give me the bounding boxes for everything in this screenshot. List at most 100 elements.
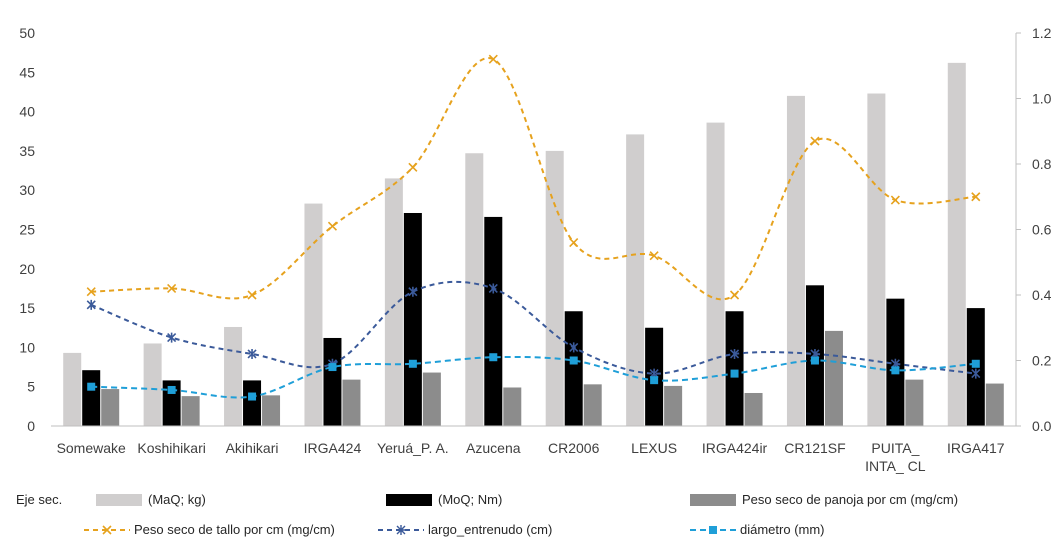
bar-maq-0: [63, 352, 82, 426]
legend: Eje sec. (MaQ; kg) (MoQ; Nm) Peso seco d…: [0, 482, 1054, 548]
y2-tick-label-2: 0.4: [1032, 287, 1052, 303]
y2-tick-label-4: 0.8: [1032, 156, 1052, 172]
y-tick-label-6: 30: [19, 182, 35, 198]
point-tallo-1: [167, 283, 177, 294]
bar-panoja-8: [744, 392, 763, 426]
legend-swatch-panoja: [690, 493, 736, 506]
bar-maq-2: [224, 326, 243, 426]
point-tallo-9: [810, 136, 820, 146]
point-entrenudo-6: [569, 342, 579, 353]
bar-moq-8: [725, 311, 744, 426]
point-diametro-4: [408, 359, 417, 368]
bar-maq-4: [384, 178, 403, 426]
legend-swatch-entrenudo: [378, 524, 424, 535]
bar-maq-7: [626, 134, 645, 427]
legend-label-entrenudo: largo_entrenudo (cm): [428, 522, 553, 537]
bar-maq-5: [465, 153, 484, 426]
bar-maq-11: [947, 62, 966, 426]
bar-moq-6: [564, 311, 583, 426]
point-diametro-0: [87, 382, 96, 391]
y-tick-label-8: 40: [19, 104, 35, 120]
point-diametro-2: [248, 392, 257, 401]
x-tick-label-11: IRGA417: [947, 440, 1005, 456]
legend-label-diametro: diámetro (mm): [740, 522, 825, 537]
point-tallo-2: [247, 290, 257, 300]
point-diametro-8: [730, 369, 739, 378]
point-diametro-1: [167, 385, 176, 394]
y-tick-label-5: 25: [19, 222, 35, 238]
bar-maq-6: [545, 150, 564, 426]
y2-tick-label-5: 1.0: [1032, 91, 1052, 107]
point-entrenudo-0: [86, 299, 96, 310]
point-tallo-0: [86, 287, 96, 297]
y-tick-label-10: 50: [19, 25, 35, 41]
point-entrenudo-2: [247, 348, 257, 359]
point-tallo-4: [408, 162, 418, 172]
bar-moq-5: [484, 216, 503, 426]
bar-maq-8: [706, 122, 725, 426]
legend-item-tallo: Peso seco de tallo por cm (mg/cm): [84, 522, 335, 537]
x-tick-label-5: Azucena: [466, 440, 521, 456]
y-tick-label-9: 45: [19, 64, 35, 80]
line-diametro: [91, 355, 976, 399]
y2-tick-label-0: 0.0: [1032, 418, 1052, 434]
point-entrenudo-4: [408, 286, 418, 297]
legend-item-moq: (MoQ; Nm): [386, 492, 502, 507]
legend-label-tallo: Peso seco de tallo por cm (mg/cm): [134, 522, 335, 537]
bar-moq-3: [323, 337, 342, 426]
point-tallo-3: [327, 221, 338, 231]
x-tick-label-4: Yeruá_P. A.: [377, 440, 449, 456]
legend-swatch-maq: [96, 493, 142, 506]
x-tick-label-10: PUITA_ INTA_ CL: [865, 440, 926, 474]
x-tick-label-3: IRGA424: [304, 440, 362, 456]
legend-swatch-tallo: [84, 524, 130, 535]
y-tick-label-0: 0: [27, 418, 35, 434]
bar-panoja-5: [503, 387, 522, 426]
point-entrenudo-1: [167, 332, 177, 343]
point-tallo-7: [649, 251, 659, 261]
line-entrenudo: [90, 280, 976, 375]
point-tallo-8: [729, 290, 740, 300]
point-tallo-6: [569, 238, 579, 248]
y-tick-label-4: 20: [19, 261, 35, 277]
y-tick-label-1: 5: [27, 379, 35, 395]
bar-panoja-2: [262, 395, 281, 426]
bar-moq-4: [403, 212, 422, 426]
x-tick-label-8: IRGA424ir: [702, 440, 768, 456]
legend-swatch-moq: [386, 493, 432, 506]
y-tick-label-3: 15: [19, 300, 35, 316]
x-tick-label-1: Koshihikari: [137, 440, 205, 456]
point-diametro-11: [971, 359, 980, 368]
point-diametro-3: [328, 363, 337, 372]
bar-panoja-7: [664, 385, 683, 426]
bar-maq-10: [867, 93, 886, 426]
point-entrenudo-5: [488, 283, 498, 294]
point-tallo-10: [890, 195, 900, 205]
bar-maq-1: [143, 343, 162, 426]
bar-panoja-10: [905, 379, 924, 426]
x-tick-label-6: CR2006: [548, 440, 600, 456]
y2-tick-label-3: 0.6: [1032, 222, 1052, 238]
legend-secondary-axis-label: Eje sec.: [16, 492, 63, 507]
bar-maq-3: [304, 203, 323, 426]
point-entrenudo-11: [971, 368, 981, 379]
y-tick-label-7: 35: [19, 143, 35, 159]
point-diametro-6: [569, 356, 578, 365]
bar-panoja-0: [101, 389, 120, 426]
x-tick-label-9: CR121SF: [784, 440, 845, 456]
bar-moq-2: [243, 380, 262, 426]
y2-tick-label-1: 0.2: [1032, 353, 1052, 369]
legend-label-moq: (MoQ; Nm): [438, 492, 503, 507]
bar-panoja-3: [342, 379, 361, 426]
x-tick-label-2: Akihikari: [226, 440, 279, 456]
legend-swatch-diametro: [690, 525, 736, 534]
x-tick-label-7: LEXUS: [631, 440, 677, 456]
legend-item-entrenudo: largo_entrenudo (cm): [378, 522, 552, 537]
point-tallo-5: [488, 54, 498, 64]
legend-item-diametro: diámetro (mm): [690, 522, 825, 537]
bar-panoja-4: [422, 372, 441, 426]
axes-layer: 0 5 10 15 20 25 30 35 40 45 50 0.0 0.2 0.4 0.6 0.8 1.0 1.…: [19, 25, 1051, 474]
legend-item-maq: (MaQ; kg): [96, 492, 206, 507]
x-tick-label-0: Somewake: [57, 440, 126, 456]
